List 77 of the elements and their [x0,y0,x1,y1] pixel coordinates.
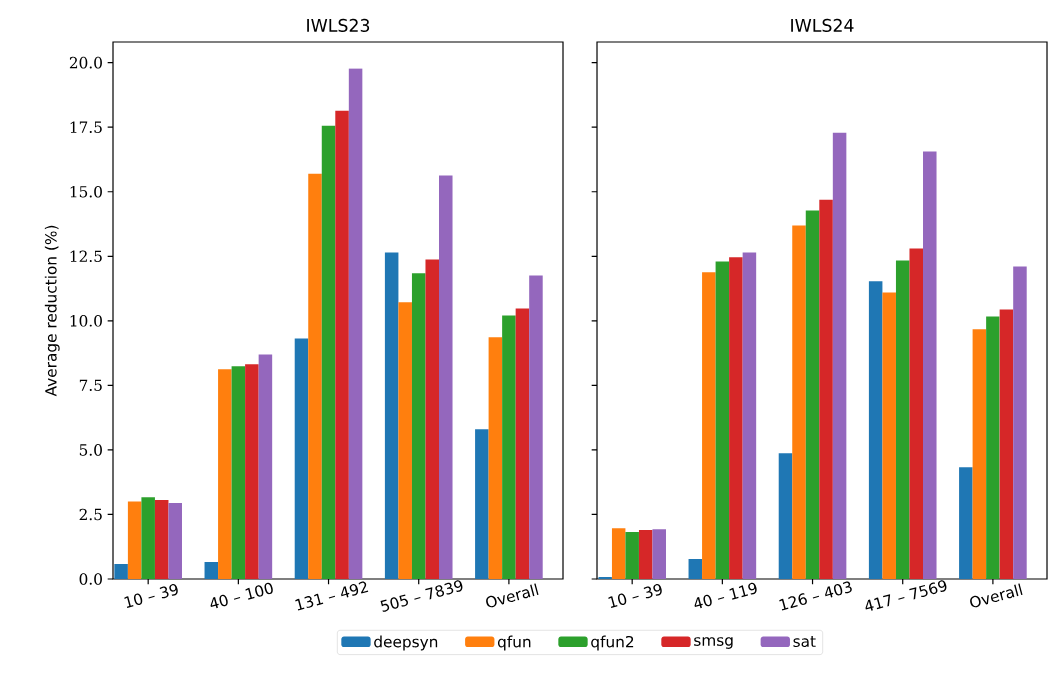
x-tick-label: Overall [486,583,539,608]
bar [114,564,128,579]
y-tick-label: 2.5 [79,508,102,521]
bar [909,248,924,579]
x-tick-label: 505 – 7839 [380,580,463,612]
bar [729,257,743,579]
bar [258,354,273,579]
bar [819,199,833,579]
bar [154,500,169,579]
legend-label: sat [793,636,816,648]
bar [529,275,543,579]
legend-label: deepsyn [374,635,438,651]
bar [127,501,142,579]
bar [688,559,703,579]
bar [204,561,219,579]
bar [1013,266,1027,579]
bar [425,259,440,579]
bar [348,68,363,579]
bar [999,309,1014,579]
y-tick-label: 10.0 [70,315,102,327]
bar [972,329,987,579]
bar [868,281,883,579]
bar [778,453,793,579]
bar [515,308,530,579]
bar [488,337,503,579]
bar [625,532,639,579]
x-tick-label: 10 – 39 [608,584,662,608]
bar [792,225,806,579]
bar [411,273,426,579]
chart-title: IWLS23 [307,18,370,32]
bar [502,315,516,579]
bar [168,503,182,579]
bar [598,576,612,579]
bar [321,125,336,579]
y-tick-label: 15.0 [70,185,102,198]
bar [218,369,232,579]
bar [141,497,155,579]
chart-title: IWLS24 [791,18,854,32]
bar [294,338,309,579]
bar [702,272,716,579]
legend-label: qfun [497,635,531,651]
bar [923,151,937,579]
bar [742,252,757,579]
legend-label: qfun2 [591,635,634,651]
bar [652,529,666,579]
y-tick-label: 17.5 [70,121,102,133]
bar [439,175,453,579]
y-tick-label: 12.5 [70,250,102,263]
bar [308,173,322,579]
bar [475,429,489,579]
x-tick-label: 417 – 7569 [865,580,947,611]
bar [986,316,1000,579]
bar [335,110,349,579]
y-tick-label: 5.0 [79,444,102,456]
bar [895,260,910,579]
y-tick-label: 7.5 [79,379,102,392]
bar [805,210,820,579]
bar [715,261,730,579]
bar [882,292,896,579]
x-tick-label: 40 – 119 [694,582,757,609]
x-tick-label: 126 – 403 [779,581,852,611]
bar [611,528,626,579]
y-axis-title: Average reduction (%) [44,225,60,397]
legend-label: smsg [694,637,733,649]
x-tick-label: 10 – 39 [124,584,178,608]
bar [245,364,259,579]
bar [384,252,399,579]
bar [231,366,246,579]
bar [959,467,973,579]
bar [832,132,847,579]
bar [638,529,653,579]
y-tick-label: 0.0 [79,573,102,585]
x-tick-label: 131 – 492 [295,581,369,611]
bar [398,302,412,579]
x-tick-label: Overall [970,583,1023,608]
x-tick-label: 40 – 100 [210,582,273,609]
y-tick-label: 20.0 [69,56,102,69]
